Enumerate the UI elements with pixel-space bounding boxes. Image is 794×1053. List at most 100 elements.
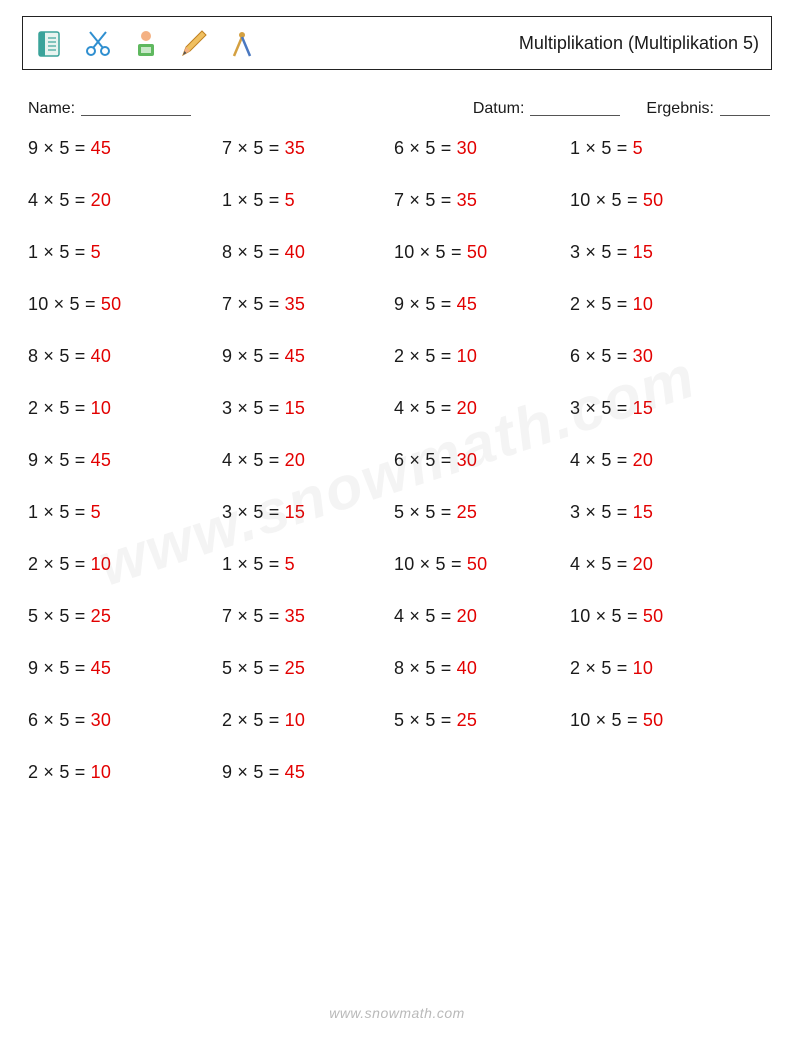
problem-answer: 5 <box>285 190 295 210</box>
problem-answer: 35 <box>285 138 305 158</box>
problem-answer: 25 <box>457 502 477 522</box>
problem-expression: 1 × 5 = <box>570 138 633 158</box>
problem-answer: 50 <box>643 606 663 626</box>
problem-cell: 10 × 5 = 50 <box>570 190 663 211</box>
problem-row: 1 × 5 = 53 × 5 = 155 × 5 = 253 × 5 = 15 <box>28 502 772 523</box>
problem-expression: 9 × 5 = <box>28 450 91 470</box>
problem-answer: 50 <box>643 190 663 210</box>
problem-expression: 5 × 5 = <box>222 658 285 678</box>
problem-answer: 10 <box>633 294 653 314</box>
problem-expression: 2 × 5 = <box>570 658 633 678</box>
problem-answer: 50 <box>101 294 121 314</box>
problem-cell: 3 × 5 = 15 <box>570 502 653 523</box>
problem-cell: 10 × 5 = 50 <box>394 554 570 575</box>
problem-cell: 1 × 5 = 5 <box>570 138 643 159</box>
problem-answer: 45 <box>285 762 305 782</box>
problem-cell: 8 × 5 = 40 <box>222 242 394 263</box>
problem-expression: 6 × 5 = <box>394 450 457 470</box>
problem-expression: 1 × 5 = <box>222 190 285 210</box>
meta-right: Datum: Ergebnis: <box>473 100 770 118</box>
problem-expression: 4 × 5 = <box>394 606 457 626</box>
problem-expression: 2 × 5 = <box>28 398 91 418</box>
problem-expression: 9 × 5 = <box>222 346 285 366</box>
name-blank[interactable] <box>81 100 191 116</box>
problem-answer: 25 <box>285 658 305 678</box>
problem-row: 8 × 5 = 409 × 5 = 452 × 5 = 106 × 5 = 30 <box>28 346 772 367</box>
problem-cell: 6 × 5 = 30 <box>394 138 570 159</box>
problem-answer: 25 <box>457 710 477 730</box>
problem-cell: 2 × 5 = 10 <box>28 398 222 419</box>
problem-expression: 8 × 5 = <box>28 346 91 366</box>
meta-name: Name: <box>28 100 191 118</box>
problem-expression: 5 × 5 = <box>394 502 457 522</box>
problem-cell: 4 × 5 = 20 <box>570 554 653 575</box>
problem-answer: 35 <box>285 294 305 314</box>
scissors-icon <box>81 26 115 60</box>
result-label: Ergebnis: <box>646 100 714 118</box>
problem-expression: 4 × 5 = <box>28 190 91 210</box>
problem-row: 5 × 5 = 257 × 5 = 354 × 5 = 2010 × 5 = 5… <box>28 606 772 627</box>
problem-cell: 4 × 5 = 20 <box>28 190 222 211</box>
problem-cell: 5 × 5 = 25 <box>28 606 222 627</box>
person-icon <box>129 26 163 60</box>
problem-cell: 1 × 5 = 5 <box>222 190 394 211</box>
problem-answer: 20 <box>457 606 477 626</box>
result-blank[interactable] <box>720 100 770 116</box>
problem-cell: 8 × 5 = 40 <box>28 346 222 367</box>
problem-row: 2 × 5 = 109 × 5 = 45 <box>28 762 772 783</box>
problem-expression: 4 × 5 = <box>222 450 285 470</box>
problem-cell: 10 × 5 = 50 <box>394 242 570 263</box>
problem-answer: 40 <box>91 346 111 366</box>
problem-expression: 4 × 5 = <box>570 554 633 574</box>
problem-answer: 30 <box>633 346 653 366</box>
problem-expression: 10 × 5 = <box>570 606 643 626</box>
problem-expression: 9 × 5 = <box>28 138 91 158</box>
problem-cell: 10 × 5 = 50 <box>570 606 663 627</box>
problems-grid: 9 × 5 = 457 × 5 = 356 × 5 = 301 × 5 = 54… <box>22 138 772 783</box>
problem-cell: 1 × 5 = 5 <box>28 502 222 523</box>
problem-cell: 3 × 5 = 15 <box>222 398 394 419</box>
worksheet-page: Multiplikation (Multiplikation 5) Name: … <box>0 0 794 1053</box>
problem-expression: 10 × 5 = <box>570 190 643 210</box>
problem-row: 4 × 5 = 201 × 5 = 57 × 5 = 3510 × 5 = 50 <box>28 190 772 211</box>
problem-row: 9 × 5 = 457 × 5 = 356 × 5 = 301 × 5 = 5 <box>28 138 772 159</box>
footer-url: www.snowmath.com <box>0 1005 794 1021</box>
problem-cell: 2 × 5 = 10 <box>570 658 653 679</box>
problem-cell: 5 × 5 = 25 <box>394 710 570 731</box>
problem-cell: 10 × 5 = 50 <box>570 710 663 731</box>
notebook-icon <box>33 26 67 60</box>
problem-row: 6 × 5 = 302 × 5 = 105 × 5 = 2510 × 5 = 5… <box>28 710 772 731</box>
problem-expression: 10 × 5 = <box>28 294 101 314</box>
problem-expression: 2 × 5 = <box>570 294 633 314</box>
problem-answer: 50 <box>467 554 487 574</box>
problem-expression: 9 × 5 = <box>28 658 91 678</box>
problem-expression: 3 × 5 = <box>570 502 633 522</box>
problem-answer: 15 <box>285 398 305 418</box>
problem-expression: 1 × 5 = <box>28 502 91 522</box>
problem-answer: 30 <box>457 138 477 158</box>
problem-answer: 20 <box>285 450 305 470</box>
problem-cell: 1 × 5 = 5 <box>222 554 394 575</box>
header-box: Multiplikation (Multiplikation 5) <box>22 16 772 70</box>
problem-answer: 15 <box>633 398 653 418</box>
problem-expression: 6 × 5 = <box>28 710 91 730</box>
problem-expression: 3 × 5 = <box>570 242 633 262</box>
date-blank[interactable] <box>530 100 620 116</box>
problem-answer: 10 <box>91 398 111 418</box>
problem-row: 10 × 5 = 507 × 5 = 359 × 5 = 452 × 5 = 1… <box>28 294 772 315</box>
problem-cell: 8 × 5 = 40 <box>394 658 570 679</box>
problem-expression: 1 × 5 = <box>222 554 285 574</box>
date-label: Datum: <box>473 100 525 118</box>
problem-cell: 9 × 5 = 45 <box>28 450 222 471</box>
problem-expression: 10 × 5 = <box>570 710 643 730</box>
problem-cell: 6 × 5 = 30 <box>394 450 570 471</box>
problem-answer: 15 <box>633 242 653 262</box>
problem-expression: 8 × 5 = <box>394 658 457 678</box>
problem-expression: 8 × 5 = <box>222 242 285 262</box>
problem-cell: 4 × 5 = 20 <box>394 606 570 627</box>
problem-cell: 3 × 5 = 15 <box>222 502 394 523</box>
problem-cell: 9 × 5 = 45 <box>394 294 570 315</box>
problem-answer: 50 <box>643 710 663 730</box>
problem-expression: 2 × 5 = <box>28 554 91 574</box>
problem-cell: 4 × 5 = 20 <box>394 398 570 419</box>
